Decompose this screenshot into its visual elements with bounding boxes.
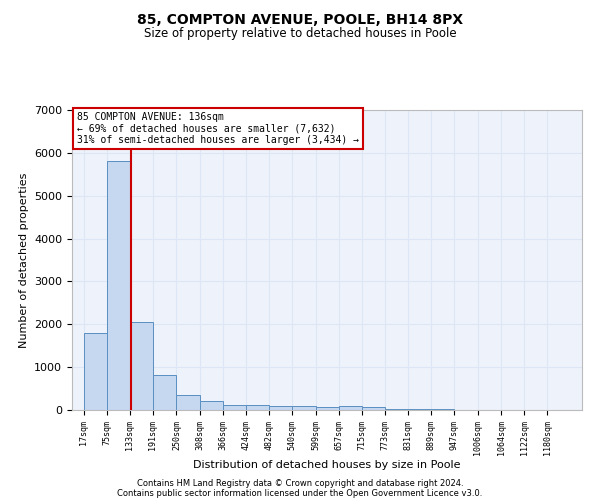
Bar: [223, 405, 246, 410]
Bar: [200, 402, 223, 410]
Text: Contains public sector information licensed under the Open Government Licence v3: Contains public sector information licen…: [118, 488, 482, 498]
Text: Size of property relative to detached houses in Poole: Size of property relative to detached ho…: [143, 28, 457, 40]
Bar: [269, 406, 292, 410]
Bar: [83, 333, 107, 410]
Bar: [246, 406, 269, 410]
Bar: [339, 406, 362, 410]
Bar: [362, 407, 385, 410]
Text: 85, COMPTON AVENUE, POOLE, BH14 8PX: 85, COMPTON AVENUE, POOLE, BH14 8PX: [137, 12, 463, 26]
Y-axis label: Number of detached properties: Number of detached properties: [19, 172, 29, 348]
X-axis label: Distribution of detached houses by size in Poole: Distribution of detached houses by size …: [193, 460, 461, 470]
Bar: [130, 322, 153, 410]
Text: 85 COMPTON AVENUE: 136sqm
← 69% of detached houses are smaller (7,632)
31% of se: 85 COMPTON AVENUE: 136sqm ← 69% of detac…: [77, 112, 359, 144]
Bar: [153, 375, 176, 410]
Bar: [107, 162, 130, 410]
Bar: [176, 395, 200, 410]
Bar: [385, 408, 408, 410]
Bar: [316, 407, 339, 410]
Bar: [408, 409, 431, 410]
Text: Contains HM Land Registry data © Crown copyright and database right 2024.: Contains HM Land Registry data © Crown c…: [137, 478, 463, 488]
Bar: [292, 406, 316, 410]
